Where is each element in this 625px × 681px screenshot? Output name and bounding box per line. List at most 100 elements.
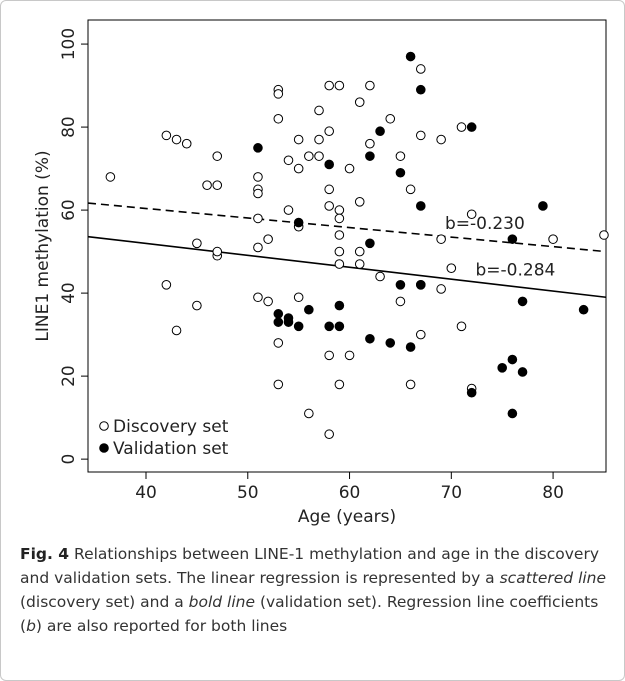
y-tick-label: 20	[59, 365, 79, 387]
point	[324, 201, 334, 211]
point	[263, 234, 273, 244]
legend-label: Discovery set	[113, 417, 229, 437]
point	[415, 280, 426, 290]
point	[334, 321, 345, 332]
point	[105, 172, 116, 182]
x-axis-label: Age (years)	[298, 507, 396, 527]
legend-marker	[99, 421, 109, 431]
point	[415, 201, 426, 211]
point	[192, 300, 202, 311]
point	[354, 97, 365, 107]
point	[415, 64, 426, 74]
point	[466, 122, 477, 132]
point	[507, 234, 518, 244]
point	[538, 201, 548, 211]
regression-line	[87, 235, 607, 299]
point	[324, 429, 334, 440]
point	[273, 379, 284, 390]
x-tick-label: 50	[237, 483, 259, 503]
point	[273, 113, 284, 124]
regression-line	[87, 202, 607, 253]
point	[253, 242, 263, 253]
point	[365, 151, 375, 161]
point	[599, 230, 609, 240]
caption-text: ) are also reported for both lines	[35, 617, 288, 635]
point	[354, 259, 365, 269]
point	[415, 130, 426, 141]
point	[578, 304, 589, 315]
x-tick-label: 60	[339, 483, 361, 503]
caption-text: (validation set). Regression line coeffi…	[20, 593, 599, 635]
caption-text: Relationships between LINE-1 methylation…	[20, 545, 600, 587]
point	[405, 51, 416, 62]
point	[181, 138, 192, 149]
point	[304, 304, 314, 315]
point	[344, 350, 355, 361]
point	[212, 180, 223, 190]
point	[375, 126, 385, 137]
point	[263, 296, 273, 307]
point	[273, 317, 284, 327]
caption: Fig. 4 Relationships between LINE-1 meth…	[20, 542, 615, 638]
point	[456, 321, 467, 332]
point	[365, 333, 375, 344]
point	[436, 284, 446, 294]
x-tick-label: 70	[440, 483, 462, 503]
point	[334, 379, 345, 390]
point	[405, 342, 416, 352]
legend-marker	[99, 443, 109, 453]
point	[436, 234, 446, 244]
x-tick-label: 40	[135, 483, 157, 503]
point	[395, 280, 406, 290]
point	[436, 134, 446, 145]
point	[446, 263, 457, 274]
point	[171, 134, 182, 145]
point	[415, 84, 426, 95]
point	[507, 354, 518, 365]
point	[365, 80, 375, 91]
point	[304, 408, 314, 419]
point	[293, 217, 304, 228]
point	[415, 329, 426, 340]
point	[344, 163, 355, 174]
point	[405, 184, 416, 195]
point	[324, 126, 334, 137]
x-tick-label: 80	[542, 483, 564, 503]
point	[456, 122, 467, 132]
point	[253, 213, 263, 224]
point	[334, 246, 345, 257]
point	[253, 188, 263, 199]
y-tick-label: 40	[59, 282, 79, 304]
point	[273, 309, 284, 319]
point	[334, 259, 345, 269]
y-tick-label: 0	[59, 454, 79, 465]
point	[283, 155, 294, 166]
point	[334, 230, 345, 240]
point	[253, 172, 263, 182]
point	[365, 138, 375, 149]
point	[365, 238, 375, 249]
point	[385, 113, 396, 124]
point	[466, 209, 477, 220]
point	[212, 151, 223, 161]
point	[314, 105, 324, 116]
point	[293, 292, 304, 303]
point	[334, 300, 345, 311]
point	[395, 296, 406, 307]
point	[324, 321, 334, 332]
point	[171, 325, 182, 336]
point	[273, 89, 284, 99]
point	[405, 379, 416, 390]
caption-label: Fig. 4	[20, 545, 70, 563]
point	[293, 321, 304, 332]
point	[273, 338, 284, 348]
point	[192, 238, 202, 249]
plot-frame	[87, 19, 607, 473]
point	[354, 196, 365, 207]
point	[517, 367, 528, 377]
point	[324, 159, 334, 170]
point	[324, 80, 334, 91]
point	[314, 134, 324, 145]
point	[507, 408, 518, 419]
point	[314, 151, 324, 161]
